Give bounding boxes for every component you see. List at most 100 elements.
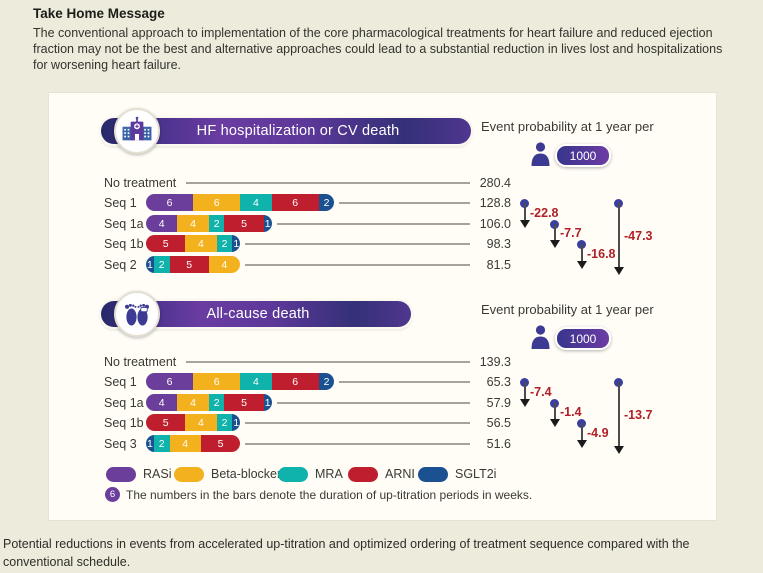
per-1000-badge: 1000 <box>555 327 611 350</box>
legend-item-beta-blocker: Beta-blocker <box>174 466 281 482</box>
arrow-stem <box>617 382 620 448</box>
legend-item-arni: ARNI <box>348 466 415 482</box>
reduction-arrow <box>576 419 587 448</box>
reduction-label: -22.8 <box>530 205 559 220</box>
legend-swatch-arni <box>348 466 378 482</box>
legend-swatch-rasi <box>106 466 136 482</box>
chart-row: No treatment 139.3 <box>49 352 718 372</box>
legend-label: ARNI <box>385 467 415 481</box>
reduction-arrow <box>549 399 560 427</box>
feet-icon-graphic <box>125 303 149 326</box>
connector-line <box>245 443 470 445</box>
row-value: 65.3 <box>486 375 511 389</box>
arrow-stem <box>523 382 526 401</box>
row-label: Seq 1b <box>104 237 144 251</box>
per-1000-badge: 1000 <box>555 144 611 167</box>
bar-segment-sglt2i: 2 <box>318 194 335 211</box>
chart-row: No treatment 280.4 <box>49 173 718 193</box>
bar-segment-mra: 2 <box>208 215 225 232</box>
bar-segment-arni: 5 <box>169 256 209 273</box>
row-label: No treatment <box>104 176 177 190</box>
reduction-label: -16.8 <box>587 246 616 261</box>
bar-segment-beta-blocker: 4 <box>208 256 241 273</box>
reduction-arrow <box>613 199 624 275</box>
bar-segment-mra: 4 <box>240 373 272 390</box>
row-value: 280.4 <box>479 176 511 190</box>
reduction-label: -47.3 <box>624 229 653 243</box>
arrow-head-icon <box>549 240 560 248</box>
row-value: 106.0 <box>479 217 511 231</box>
arrow-head-icon <box>519 220 530 228</box>
person-icon <box>530 142 551 166</box>
row-value: 81.5 <box>486 258 511 272</box>
bar-segment-rasi: 4 <box>146 215 178 232</box>
chart-row: Seq 1b 5 4 2 1 98.3 <box>49 234 718 254</box>
arrow-head-icon <box>613 446 624 454</box>
legend-swatch-sglt2i <box>418 466 448 482</box>
legend-label: SGLT2i <box>455 467 497 481</box>
chart-row: Seq 1a 4 4 2 5 1 57.9 <box>49 393 718 413</box>
bar-segment-beta-blocker: 4 <box>185 414 217 431</box>
arrow-stem <box>580 244 583 263</box>
row-label: Seq 1b <box>104 416 144 430</box>
reduction-label: -13.7 <box>624 408 653 422</box>
take-home-title: Take Home Message <box>33 6 165 21</box>
panel-title: HF hospitalization or CV death <box>196 123 400 139</box>
arrow-head-icon <box>613 267 624 275</box>
chart-row: Seq 2 1 2 5 4 81.5 <box>49 255 718 275</box>
bar-segment-sglt2i: 1 <box>146 435 154 452</box>
chart-row: Seq 1b 5 4 2 1 56.5 <box>49 413 718 433</box>
row-value: 57.9 <box>486 396 511 410</box>
arrow-stem <box>523 203 526 222</box>
bar-segment-sglt2i: 1 <box>263 215 272 232</box>
bar-segment-sglt2i: 1 <box>232 235 241 252</box>
row-label: Seq 2 <box>104 258 137 272</box>
legend-label: Beta-blocker <box>211 467 282 481</box>
connector-line <box>186 361 470 363</box>
bar-segment-arni: 5 <box>146 235 186 252</box>
figure-panel: HF hospitalization or CV death Event pro… <box>48 92 717 521</box>
note-number-badge: 6 <box>105 487 120 502</box>
legend-note: 6 The numbers in the bars denote the dur… <box>105 487 532 502</box>
arrow-head-icon <box>519 399 530 407</box>
chart-row: Seq 1a 4 4 2 5 1 106.0 <box>49 214 718 234</box>
legend-label: MRA <box>315 467 343 481</box>
bar-segment-arni: 6 <box>271 373 319 390</box>
reduction-arrow <box>519 378 530 407</box>
arrow-stem <box>553 403 556 421</box>
row-label: Seq 1a <box>104 217 144 231</box>
reduction-label: -1.4 <box>560 405 582 419</box>
arrow-head-icon <box>576 440 587 448</box>
row-value: 139.3 <box>479 355 511 369</box>
take-home-body: The conventional approach to implementat… <box>33 26 723 72</box>
bar-segment-rasi: 6 <box>146 194 194 211</box>
row-label: No treatment <box>104 355 177 369</box>
note-text: The numbers in the bars denote the durat… <box>126 487 533 502</box>
hospital-icon-graphic <box>122 116 152 141</box>
bar-segment-mra: 2 <box>153 256 170 273</box>
bar-segment-arni: 5 <box>224 215 264 232</box>
reduction-arrow <box>613 378 624 454</box>
bar-segment-beta-blocker: 6 <box>193 194 241 211</box>
bar-segment-mra: 4 <box>240 194 272 211</box>
bar-segment-beta-blocker: 6 <box>193 373 241 390</box>
bar-segment-arni: 6 <box>271 194 319 211</box>
legend-item-rasi: RASi <box>106 466 171 482</box>
connector-line <box>339 202 470 204</box>
row-label: Seq 1a <box>104 396 144 410</box>
chart-row: Seq 1 6 6 4 6 2 65.3 <box>49 372 718 392</box>
legend-item-sglt2i: SGLT2i <box>418 466 496 482</box>
arrow-stem <box>617 203 620 269</box>
bar-segment-sglt2i: 1 <box>146 256 154 273</box>
bar-segment-arni: 5 <box>224 394 264 411</box>
bar-segment-mra: 2 <box>216 414 233 431</box>
feet-icon <box>114 291 160 337</box>
event-probability-heading: Event probability at 1 year per <box>481 119 654 134</box>
bar-segment-beta-blocker: 4 <box>169 435 201 452</box>
row-value: 98.3 <box>486 237 511 251</box>
